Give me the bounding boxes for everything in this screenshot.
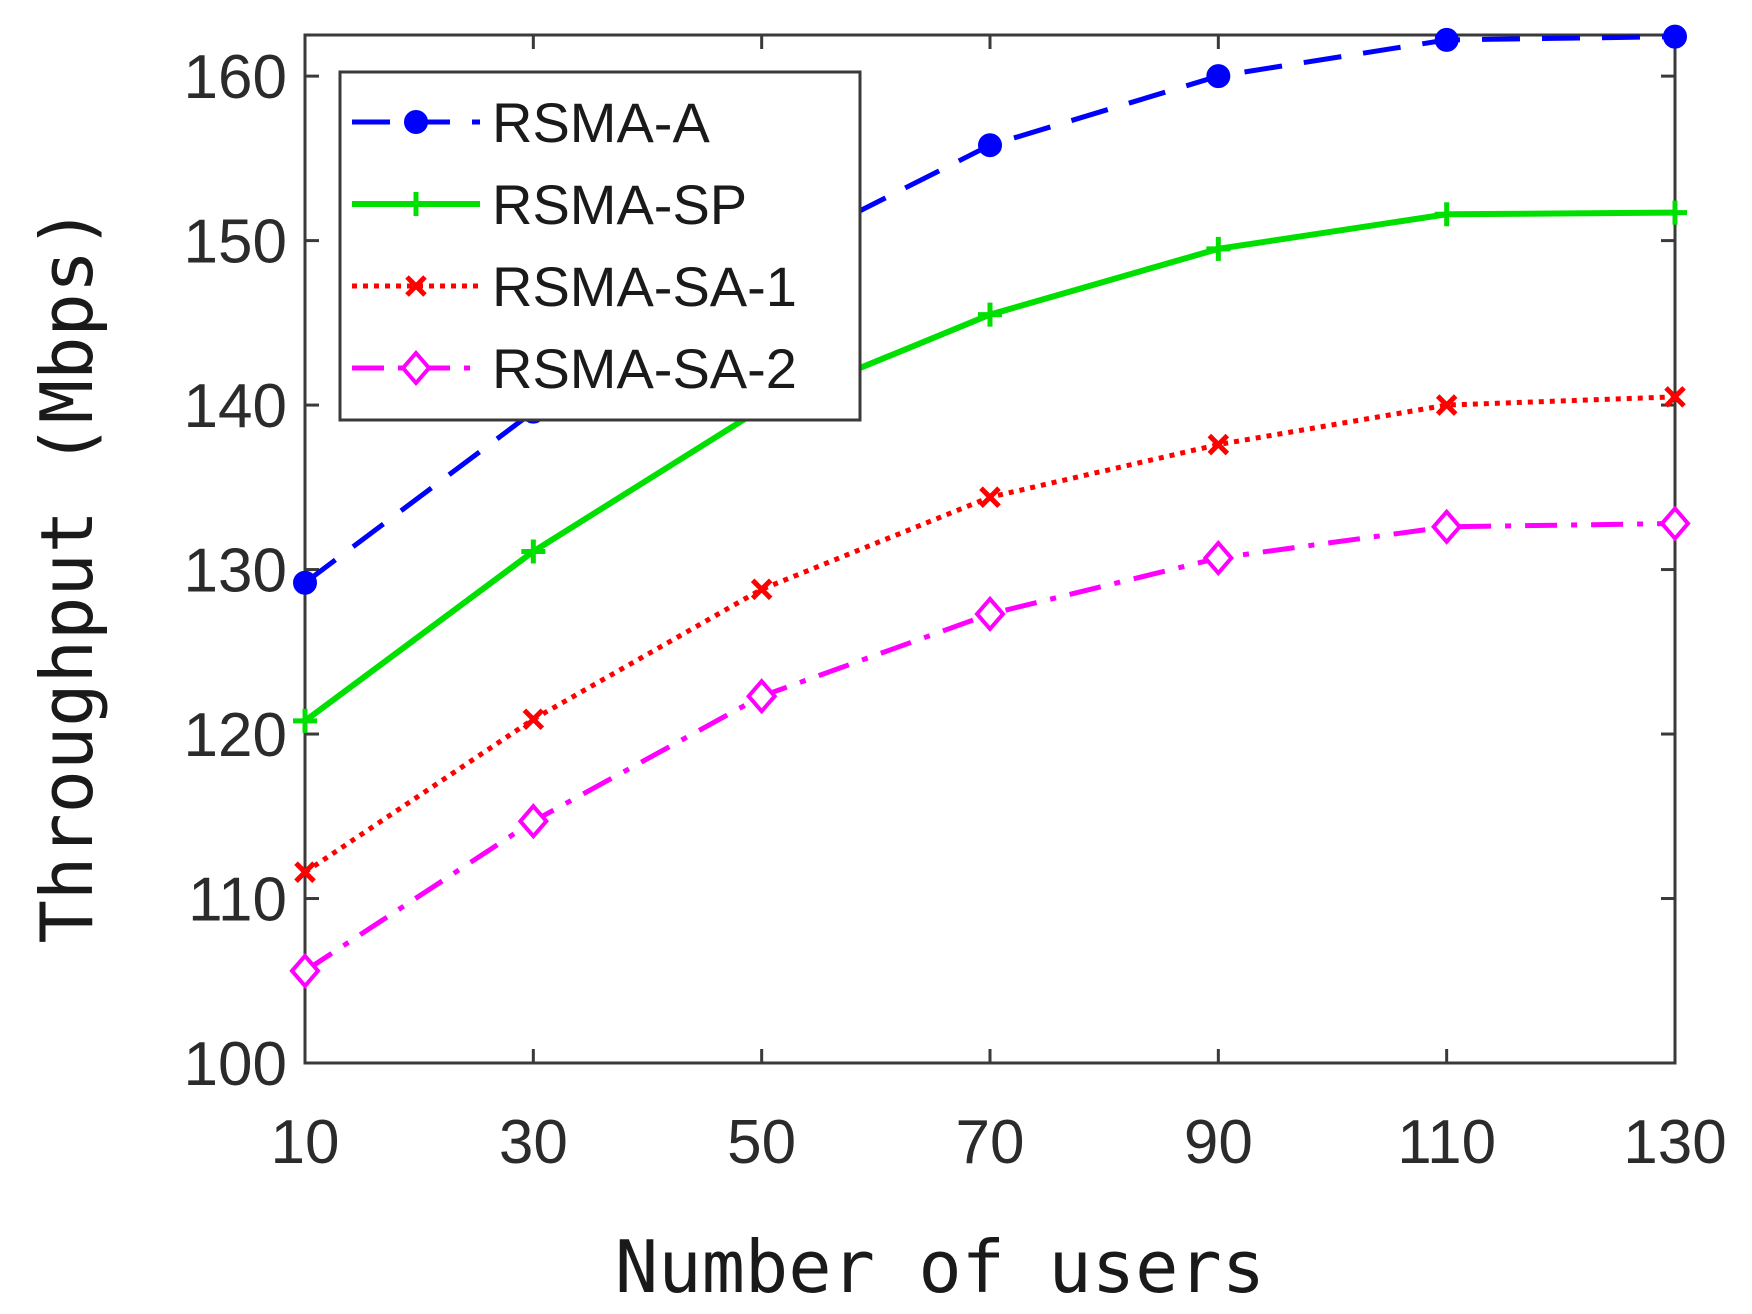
data-point [400, 349, 432, 387]
data-point [293, 570, 317, 595]
data-point [1435, 394, 1458, 416]
data-point [1663, 24, 1687, 49]
data-point [1434, 27, 1459, 52]
legend-label: RSMA-SA-2 [492, 337, 797, 400]
data-point [979, 486, 1001, 508]
x-tick-label: 70 [956, 1108, 1025, 1177]
y-tick-label: 140 [184, 372, 287, 441]
data-point [293, 708, 317, 733]
data-point [404, 192, 428, 216]
data-point [1659, 505, 1691, 542]
y-axis-label: Throughput (Mbps) [25, 207, 109, 944]
series-3 [294, 386, 1686, 883]
legend-item: RSMA-SA-1 [352, 255, 797, 318]
y-tick-label: 110 [188, 866, 287, 935]
data-point [294, 861, 316, 883]
data-point [405, 275, 427, 297]
data-point [1206, 236, 1231, 261]
series-4 [289, 505, 1691, 989]
x-tick-label: 110 [1397, 1108, 1496, 1177]
data-point [1207, 433, 1230, 456]
y-tick-label: 130 [184, 537, 287, 606]
legend-box [338, 70, 862, 422]
legend-label: RSMA-A [492, 91, 710, 154]
x-tick-label: 10 [271, 1108, 340, 1177]
data-point [517, 803, 549, 840]
data-point [1202, 539, 1234, 577]
data-point [978, 302, 1002, 327]
data-point [978, 133, 1002, 158]
y-tick-label: 150 [184, 208, 287, 277]
data-point [1206, 64, 1231, 89]
legend: RSMA-A RSMA-SP RSMA-SA-1 RSMA-SA-2 [338, 70, 862, 422]
data-point [521, 539, 546, 564]
data-point [1431, 508, 1463, 545]
legend-label: RSMA-SA-1 [492, 255, 797, 318]
x-tick-label: 90 [1184, 1108, 1253, 1177]
series-layer [289, 24, 1691, 989]
data-point [1434, 202, 1459, 227]
x-tick-label: 130 [1623, 1108, 1726, 1177]
data-point [1663, 200, 1687, 225]
data-point [746, 678, 778, 715]
legend-item: RSMA-SP [352, 173, 747, 236]
data-point [404, 110, 428, 134]
x-tick-label: 30 [499, 1108, 568, 1177]
y-tick-label: 160 [184, 43, 287, 112]
data-point [750, 578, 773, 601]
legend-item: RSMA-SA-2 [352, 337, 797, 400]
data-point [522, 708, 545, 731]
y-axis: 100 110 120 130 140 150 160 [184, 43, 1675, 1099]
y-tick-label: 120 [184, 701, 287, 770]
x-tick-label: 50 [727, 1108, 796, 1177]
data-point [1664, 386, 1686, 408]
x-axis-label: Number of users [615, 1225, 1265, 1309]
legend-label: RSMA-SP [492, 173, 747, 236]
x-axis: 10 30 50 70 90 110 130 [271, 35, 1727, 1177]
data-point [289, 952, 321, 989]
data-point [974, 595, 1006, 633]
legend-item: RSMA-A [352, 91, 710, 154]
y-tick-label: 100 [184, 1030, 287, 1099]
